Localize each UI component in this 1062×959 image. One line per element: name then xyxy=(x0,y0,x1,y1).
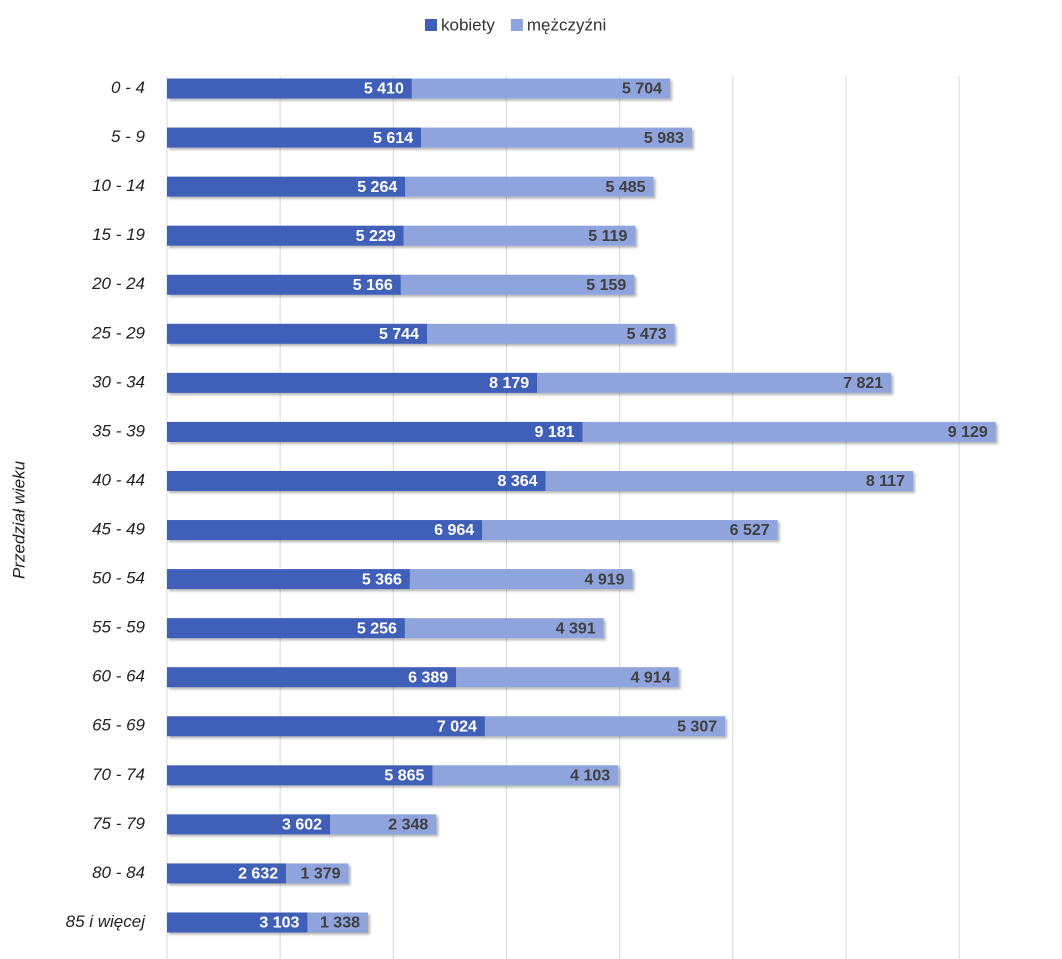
bar-segment xyxy=(167,470,546,491)
y-tick-label: 75 - 79 xyxy=(92,814,145,833)
bar-segment xyxy=(482,520,778,541)
bar-segment xyxy=(167,814,331,835)
bar-segment xyxy=(545,470,913,491)
bar-segment xyxy=(400,274,635,295)
data-label: 8 117 xyxy=(866,473,905,490)
y-tick-label: 50 - 54 xyxy=(92,569,145,588)
bar-segment xyxy=(167,765,433,786)
bar-segment xyxy=(167,421,583,442)
bar-segment xyxy=(167,176,406,197)
bar-segment xyxy=(484,716,726,737)
bar-segment xyxy=(167,618,405,639)
bar-segment xyxy=(167,372,538,393)
bar-segment xyxy=(167,78,412,99)
data-label: 2 632 xyxy=(238,866,278,883)
data-label: 3 602 xyxy=(282,817,322,834)
bar-segment xyxy=(537,372,892,393)
bar-segment xyxy=(167,127,422,148)
y-tick-label: 25 - 29 xyxy=(91,323,145,342)
bar-segment xyxy=(286,863,349,884)
y-tick-label: 55 - 59 xyxy=(92,618,145,637)
bar-segment xyxy=(167,716,485,737)
bar-segment xyxy=(411,78,671,99)
data-label: 6 964 xyxy=(434,522,474,539)
data-label: 5 865 xyxy=(384,768,424,785)
bar-segment xyxy=(167,667,457,688)
bar-segment xyxy=(582,421,996,442)
data-label: 9 181 xyxy=(535,424,575,441)
y-tick-label: 0 - 4 xyxy=(111,78,145,97)
bar-segment xyxy=(307,912,369,933)
bar-segment xyxy=(409,569,633,590)
data-label: 5 159 xyxy=(586,277,626,294)
y-axis-label: Przedział wieku xyxy=(9,460,28,579)
data-label: 4 914 xyxy=(631,669,671,686)
data-label: 2 348 xyxy=(388,817,428,834)
data-label: 5 366 xyxy=(362,571,402,588)
data-label: 5 983 xyxy=(644,130,684,147)
data-label: 8 179 xyxy=(489,375,529,392)
data-label: 6 389 xyxy=(408,669,448,686)
data-label: 5 744 xyxy=(379,326,419,343)
y-tick-label: 65 - 69 xyxy=(92,716,145,735)
data-label: 9 129 xyxy=(948,424,988,441)
data-label: 5 307 xyxy=(677,718,717,735)
y-tick-label: 30 - 34 xyxy=(92,372,145,391)
data-label: 5 473 xyxy=(627,326,667,343)
y-tick-label: 10 - 14 xyxy=(92,176,145,195)
bar-segment xyxy=(167,569,410,590)
data-label: 5 256 xyxy=(357,620,397,637)
data-label: 5 410 xyxy=(364,81,404,98)
legend-label: kobiety xyxy=(441,15,495,34)
data-label: 8 364 xyxy=(498,473,538,490)
data-label: 7 024 xyxy=(437,718,477,735)
bar-segment xyxy=(421,127,692,148)
bar-segment xyxy=(167,225,404,246)
bar-segment xyxy=(426,323,675,344)
bar-segment xyxy=(456,667,679,688)
y-tick-label: 20 - 24 xyxy=(91,274,145,293)
bar-segment xyxy=(167,323,427,344)
y-tick-label: 85 i więcej xyxy=(66,912,147,931)
data-label: 1 338 xyxy=(320,915,360,932)
bar-segment xyxy=(432,765,619,786)
y-tick-label: 40 - 44 xyxy=(92,470,145,489)
bar-segment xyxy=(167,520,483,541)
data-label: 5 704 xyxy=(622,81,662,98)
data-label: 4 919 xyxy=(584,571,624,588)
data-label: 5 229 xyxy=(356,228,396,245)
data-label: 1 379 xyxy=(301,866,341,883)
data-label: 4 391 xyxy=(556,620,596,637)
y-tick-label: 60 - 64 xyxy=(92,667,145,686)
data-label: 5 485 xyxy=(605,179,645,196)
data-label: 6 527 xyxy=(730,522,770,539)
y-tick-label: 70 - 74 xyxy=(92,765,145,784)
data-label: 5 264 xyxy=(357,179,397,196)
bar-segment xyxy=(167,863,287,884)
bar-segment xyxy=(403,225,636,246)
legend-swatch xyxy=(425,19,437,31)
y-tick-label: 45 - 49 xyxy=(92,520,145,539)
bar-segment xyxy=(404,618,604,639)
legend-label: mężczyźni xyxy=(527,15,606,34)
bar-segment xyxy=(167,274,401,295)
data-label: 5 166 xyxy=(353,277,393,294)
data-label: 3 103 xyxy=(259,915,299,932)
bar-segment xyxy=(405,176,654,197)
y-tick-label: 15 - 19 xyxy=(92,225,145,244)
data-label: 4 103 xyxy=(570,768,610,785)
data-label: 5 119 xyxy=(588,228,627,245)
legend-swatch xyxy=(510,19,523,31)
data-label: 7 821 xyxy=(843,375,883,392)
y-tick-label: 35 - 39 xyxy=(92,421,145,440)
bar-segment xyxy=(330,814,437,835)
y-tick-label: 80 - 84 xyxy=(92,863,145,882)
y-tick-label: 5 - 9 xyxy=(111,127,146,146)
data-label: 5 614 xyxy=(373,130,413,147)
bar-segment xyxy=(167,912,308,933)
